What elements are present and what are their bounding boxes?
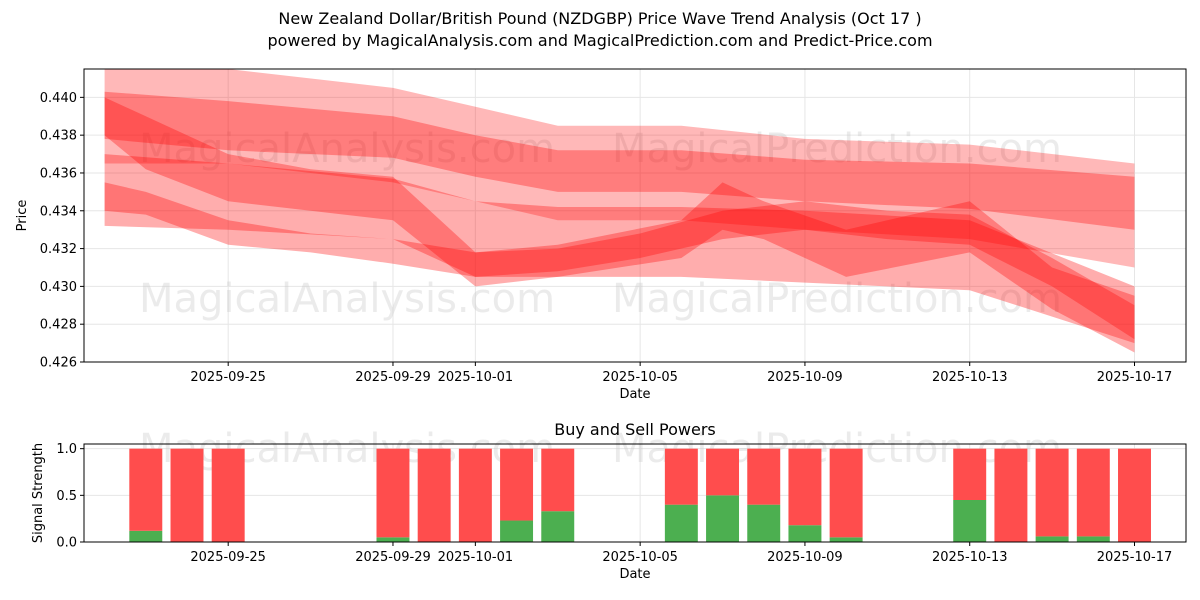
buy-bar bbox=[129, 530, 163, 542]
sell-bar bbox=[170, 448, 204, 542]
watermark-text: MagicalAnalysis.com bbox=[139, 126, 555, 172]
sell-bar bbox=[953, 448, 987, 500]
x-tick-label: 2025-09-25 bbox=[190, 550, 266, 565]
x-tick-label: 2025-09-29 bbox=[355, 370, 431, 385]
y-axis-label: Price bbox=[15, 200, 30, 232]
x-tick-label: 2025-09-25 bbox=[190, 370, 266, 385]
x-tick-label: 2025-10-17 bbox=[1097, 370, 1173, 385]
sell-bar bbox=[376, 448, 410, 538]
chart-subtitle: powered by MagicalAnalysis.com and Magic… bbox=[267, 31, 933, 50]
sell-bar bbox=[417, 448, 451, 542]
trend-band bbox=[104, 182, 1135, 340]
trend-band bbox=[104, 69, 1135, 268]
axes-frame bbox=[83, 68, 1187, 363]
y-tick-label: 0.430 bbox=[40, 280, 77, 295]
buy-bar bbox=[953, 500, 987, 542]
y-tick-label: 0.428 bbox=[40, 318, 77, 333]
trend-band bbox=[104, 91, 1135, 230]
x-axis-label: Date bbox=[619, 387, 650, 402]
y-tick-label: 0.426 bbox=[40, 356, 77, 371]
buy-bar bbox=[1076, 536, 1110, 542]
x-tick-label: 2025-10-13 bbox=[932, 550, 1008, 565]
y-tick-label: 0.5 bbox=[56, 489, 77, 504]
panel-title: Buy and Sell Powers bbox=[554, 420, 716, 439]
y-tick-label: 0.440 bbox=[40, 91, 77, 106]
plot-area bbox=[104, 69, 1135, 353]
sell-bar bbox=[541, 448, 575, 512]
x-tick-label: 2025-10-13 bbox=[932, 370, 1008, 385]
sell-bar bbox=[1118, 448, 1151, 542]
watermark-text: MagicalAnalysis.com bbox=[139, 276, 555, 322]
trend-band bbox=[104, 97, 1135, 353]
buy-bar bbox=[541, 511, 575, 542]
y-tick-label: 0.436 bbox=[40, 166, 77, 181]
buy-bar bbox=[500, 520, 534, 542]
buy-bar bbox=[664, 504, 698, 542]
buy-bar bbox=[747, 504, 781, 542]
sell-bar bbox=[664, 448, 698, 505]
buy-bar bbox=[706, 495, 740, 542]
sell-bar bbox=[829, 448, 863, 538]
plot-area bbox=[129, 448, 1151, 542]
sell-bar bbox=[747, 448, 781, 505]
sell-bar bbox=[458, 448, 492, 542]
buy-bar bbox=[1035, 536, 1069, 542]
x-tick-label: 2025-10-17 bbox=[1097, 550, 1173, 565]
buy-bar bbox=[788, 525, 822, 542]
chart-title: New Zealand Dollar/British Pound (NZDGBP… bbox=[278, 9, 922, 28]
y-tick-label: 0.432 bbox=[40, 242, 77, 257]
watermark-text: MagicalPrediction.com bbox=[612, 276, 1062, 322]
x-tick-label: 2025-09-29 bbox=[355, 550, 431, 565]
trend-band bbox=[104, 154, 1135, 344]
y-tick-label: 0.0 bbox=[56, 536, 77, 551]
buy-bar bbox=[376, 537, 410, 542]
x-tick-label: 2025-10-01 bbox=[438, 550, 514, 565]
x-tick-label: 2025-10-01 bbox=[438, 370, 514, 385]
buy-bar bbox=[829, 537, 863, 542]
x-tick-label: 2025-10-05 bbox=[602, 370, 678, 385]
x-axis-label: Date bbox=[619, 567, 650, 582]
axes-frame bbox=[83, 443, 1187, 543]
sell-bar bbox=[994, 448, 1028, 542]
sell-bar bbox=[706, 448, 740, 496]
sell-bar bbox=[211, 448, 245, 542]
sell-bar bbox=[788, 448, 822, 526]
sell-bar bbox=[129, 448, 163, 531]
x-tick-label: 2025-10-09 bbox=[767, 370, 843, 385]
x-tick-label: 2025-10-05 bbox=[602, 550, 678, 565]
x-tick-label: 2025-10-09 bbox=[767, 550, 843, 565]
sell-bar bbox=[1076, 448, 1110, 537]
sell-bar bbox=[500, 448, 534, 521]
y-tick-label: 1.0 bbox=[56, 442, 77, 457]
watermark-text: MagicalPrediction.com bbox=[612, 126, 1062, 172]
sell-bar bbox=[1035, 448, 1069, 537]
y-axis-label: Signal Strength bbox=[31, 443, 46, 543]
y-tick-label: 0.434 bbox=[40, 204, 77, 219]
y-tick-label: 0.438 bbox=[40, 129, 77, 144]
